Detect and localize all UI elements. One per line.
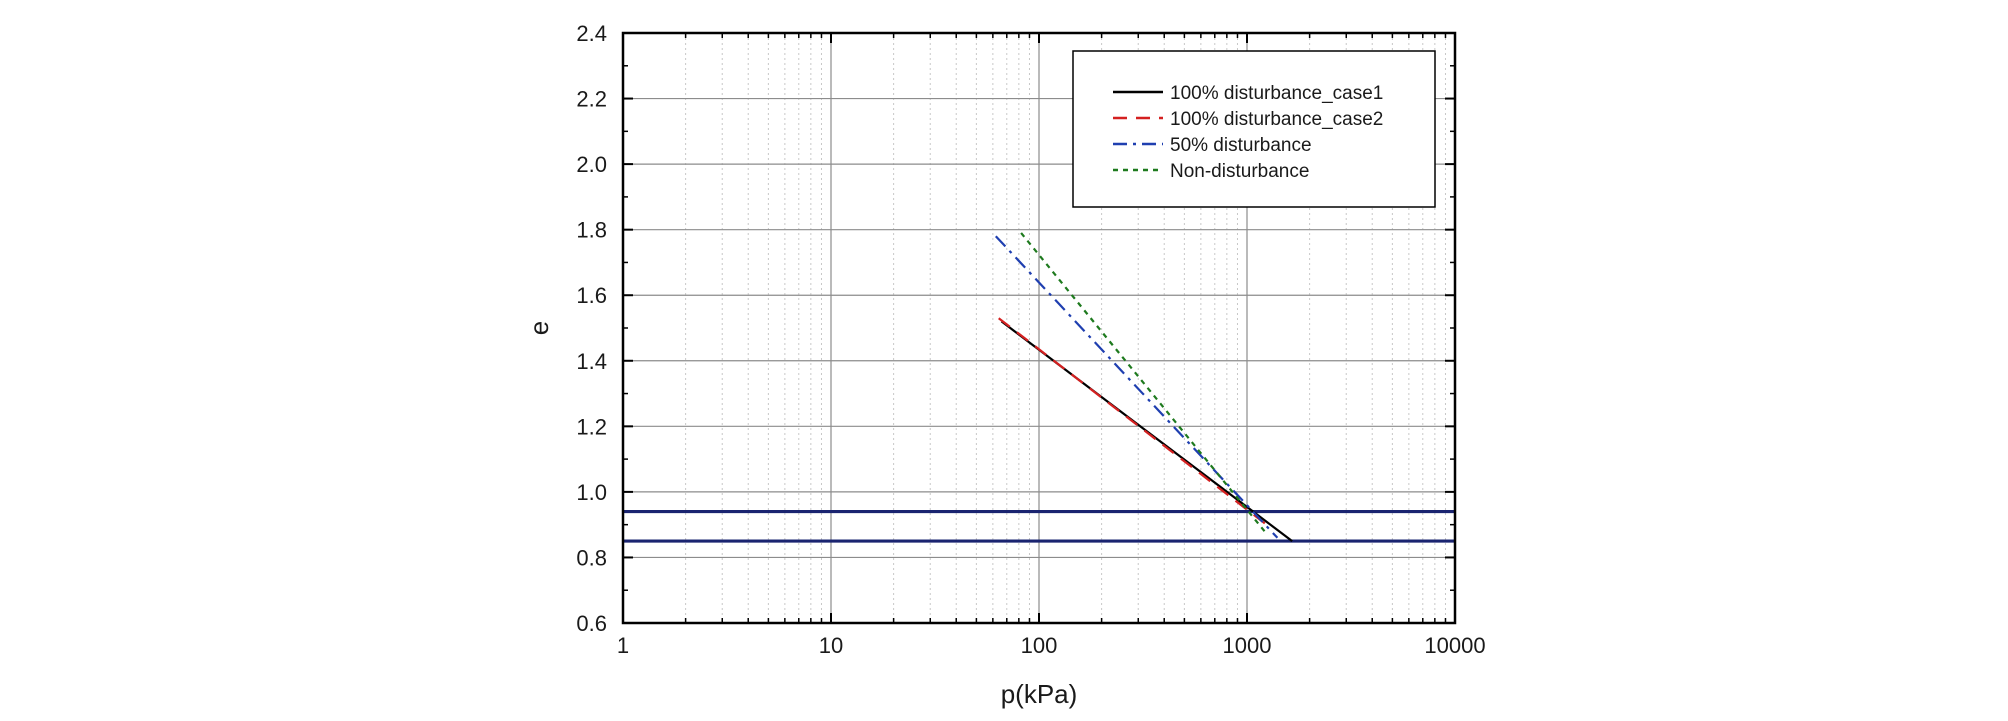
y-tick-label: 2.2 (576, 87, 607, 112)
legend-box (1072, 50, 1436, 208)
y-tick-label: 1.8 (576, 218, 607, 243)
y-tick-label: 2.4 (576, 21, 607, 46)
y-tick-label: 2.0 (576, 152, 607, 177)
legend-label-4: Non-disturbance (1170, 161, 1309, 182)
y-tick-label: 1.0 (576, 480, 607, 505)
y-tick-label: 1.6 (576, 283, 607, 308)
y-axis-title: e (524, 321, 554, 335)
legend-label-2: 100% disturbance_case2 (1170, 109, 1383, 130)
x-tick-label: 1 (617, 633, 629, 658)
minor-gridlines (685, 33, 1446, 623)
x-tick-label: 10 (819, 633, 843, 658)
series-layer (994, 232, 1293, 542)
y-tick-label: 0.8 (576, 545, 607, 570)
legend-label-3: 50% disturbance (1170, 135, 1312, 156)
x-tick-labels: 1 10 100 1000 10000 (617, 633, 1486, 658)
legend-label-1: 100% disturbance_case1 (1170, 83, 1383, 104)
x-tick-label: 100 (1021, 633, 1058, 658)
y-tick-label: 1.2 (576, 414, 607, 439)
reference-lines (623, 509, 1455, 543)
x-axis-title: p(kPa) (1001, 679, 1078, 709)
axis-ticks (622, 32, 1456, 624)
series-line-4 (1020, 232, 1269, 536)
x-tick-label: 10000 (1424, 633, 1485, 658)
series-line-2 (998, 317, 1272, 529)
legend: 100% disturbance_case1 100% disturbance_c… (1072, 50, 1436, 208)
y-tick-label: 1.4 (576, 349, 607, 374)
y-tick-label: 0.6 (576, 611, 607, 636)
x-tick-label: 1000 (1223, 633, 1272, 658)
y-tick-labels: 0.6 0.8 1.0 1.2 1.4 1.6 1.8 2.0 2.2 2.4 (576, 21, 607, 636)
series-line-3 (994, 235, 1279, 539)
